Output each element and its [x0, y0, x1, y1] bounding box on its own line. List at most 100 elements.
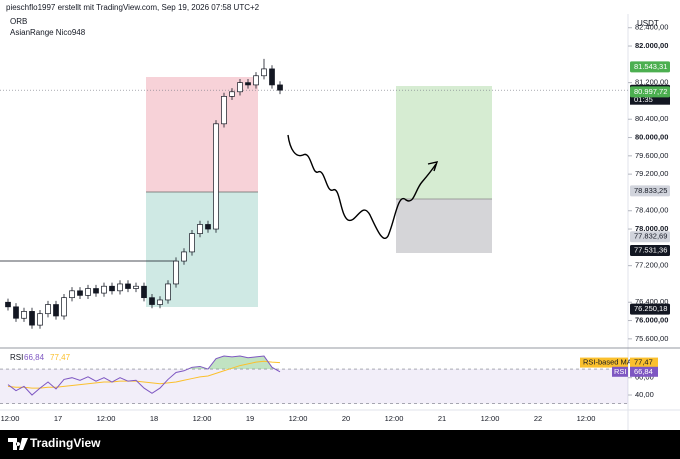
candle-body: [85, 288, 91, 296]
candle-body: [29, 311, 35, 326]
price-tag-label: 77.832,69: [634, 232, 667, 241]
candle-body: [13, 306, 19, 319]
legend-title: ORB: [10, 17, 27, 26]
candle-body: [141, 285, 147, 299]
x-tick-label: 20: [342, 414, 350, 423]
price-tag: [630, 61, 670, 73]
brand: TradingView: [30, 436, 101, 450]
candle-body: [5, 301, 11, 308]
candle-body: [117, 283, 123, 292]
rsi-legend-ma: 77,47: [50, 353, 71, 362]
y-tick-label: 82.400,00: [635, 23, 668, 32]
x-tick-label: 12:00: [481, 414, 500, 423]
candle-body: [221, 96, 227, 125]
price-tag: [630, 231, 670, 243]
countdown: 01:35: [634, 95, 653, 104]
rsi-tag-label: 66,84: [634, 367, 653, 376]
x-tick-label: 12:00: [1, 414, 20, 423]
x-tick-label: 21: [438, 414, 446, 423]
x-tick-label: 22: [534, 414, 542, 423]
rsi-band: [0, 369, 628, 404]
rsi-ma-tag-name: RSI-based MA: [583, 358, 632, 367]
price-tag-label: 77.531,36: [634, 245, 667, 254]
candle-body: [37, 313, 43, 326]
y-tick-label: 80.000,00: [635, 133, 668, 142]
rsi-ma-tag: [630, 357, 658, 368]
x-tick-label: 19: [246, 414, 254, 423]
projection-path: [287, 134, 437, 239]
legend-indicator: AsianRange Nico948: [10, 28, 86, 37]
candle-body: [205, 224, 211, 230]
candle-body: [197, 224, 203, 234]
candle-body: [125, 283, 131, 289]
y-tick-label: 79.200,00: [635, 169, 668, 178]
drawings: [0, 77, 492, 307]
candle-body: [173, 260, 179, 285]
x-tick-label: 12:00: [97, 414, 116, 423]
candle-body: [149, 297, 155, 305]
y-tick-label: 79.600,00: [635, 151, 668, 160]
rsi-overbought-fill: [8, 356, 280, 370]
candle-body: [277, 84, 283, 91]
candle-body: [133, 285, 139, 289]
y-tick-label: 76.000,00: [635, 316, 668, 325]
price-tag: [630, 244, 670, 256]
rsi-tick-label: 60,00: [635, 373, 654, 382]
y-tick-label: 78.400,00: [635, 206, 668, 215]
rsi-line: [7, 355, 281, 396]
profit-zone: [396, 86, 492, 199]
x-tick-label: 12:00: [385, 414, 404, 423]
candle-body: [269, 68, 275, 86]
y-tick-label: 77.200,00: [635, 261, 668, 270]
loss-zone: [396, 199, 492, 253]
candles: [0, 58, 628, 329]
rsi-legend-value: 66,84: [24, 353, 45, 362]
rsi-tag: [630, 366, 658, 377]
rsi-pane: [0, 355, 628, 404]
candle-body: [53, 304, 59, 317]
price-tag-label: 76.250,18: [634, 304, 667, 313]
candle-body: [189, 233, 195, 253]
candle-body: [261, 68, 267, 77]
candle-body: [21, 311, 27, 319]
price-tag-label: 80.997,72: [634, 87, 667, 96]
candle-body: [237, 82, 243, 93]
credit: pieschflo1997 erstellt mit TradingView.c…: [6, 3, 260, 12]
rsi-ma-tag-name-bg: [580, 357, 628, 368]
candle-body: [165, 283, 171, 301]
y-tick-label: 75.600,00: [635, 334, 668, 343]
y-tick-label: 82.000,00: [635, 41, 668, 50]
footer-bar: [0, 430, 680, 459]
price-tag: [630, 185, 670, 197]
x-tick-label: 12:00: [193, 414, 212, 423]
candle-body: [181, 251, 187, 262]
candle-body: [109, 285, 115, 292]
y-tick-label: 78.000,00: [635, 224, 668, 233]
target-box: [146, 192, 258, 307]
candle-body: [93, 288, 99, 294]
brand-logo: [8, 438, 28, 450]
price-tag: [630, 303, 670, 315]
y-tick-label: 81.200,00: [635, 78, 668, 87]
x-tick-label: 17: [54, 414, 62, 423]
candle-body: [253, 75, 259, 86]
candle-body: [213, 123, 219, 230]
candle-body: [229, 91, 235, 97]
price-tag: [630, 86, 670, 98]
countdown-bg: [630, 95, 670, 105]
x-tick-label: 18: [150, 414, 158, 423]
rsi-tag-name-bg: [612, 366, 628, 377]
candle-body: [157, 299, 163, 305]
currency: USDT: [637, 19, 659, 28]
rsi-ma-tag-label: 77,47: [634, 358, 653, 367]
y-tick-label: 76.400,00: [635, 297, 668, 306]
candle-body: [45, 304, 51, 315]
rsi-tag-name: RSI: [614, 367, 627, 376]
x-tick-label: 12:00: [289, 414, 308, 423]
candle-body: [61, 297, 67, 317]
projection-arrow: [427, 161, 439, 172]
price-tag-label: 78.833,25: [634, 186, 667, 195]
candle-body: [101, 285, 107, 294]
